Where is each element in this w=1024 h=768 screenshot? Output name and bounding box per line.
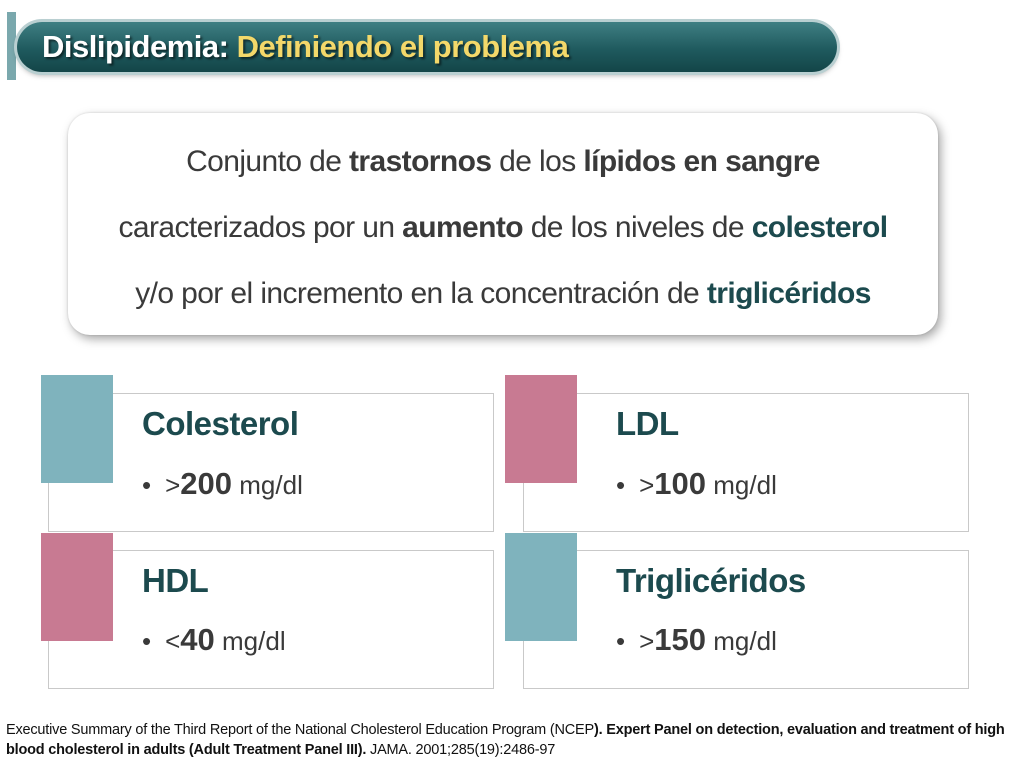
metric-card-trigliceridos [523,550,969,689]
metric-name: Colesterol [142,405,299,442]
card-accent-square [41,533,113,641]
metric-number: 150 [654,622,707,657]
bullet: • [142,626,152,656]
card-accent-square [41,375,113,483]
card-accent-square [505,375,577,483]
metric-name: Triglicéridos [616,562,806,599]
definition-text: y/o por el incremento en la concentració… [135,277,707,310]
bullet: • [616,626,626,656]
metric-unit: mg/dl [713,470,777,500]
title-subtitle: Definiendo el problema [236,29,569,64]
definition-line-2: caracterizados por un aumento de los niv… [68,211,938,245]
page-title: Dislipidemia: Definiendo el problema [42,27,569,67]
reference-title: ). Expert Panel on detection, evaluation… [6,722,1005,758]
definition-text: de los [491,145,584,178]
card-accent-square [505,533,577,641]
metric-name: LDL [616,405,679,442]
metric-value: • >200 mg/dl [142,466,303,502]
definition-text: caracterizados por un [118,211,403,244]
reference-journal: JAMA. 2001;285(19):2486-97 [366,742,556,758]
definition-emphasis: trastornos [349,145,492,178]
title-accent-bar [7,12,16,80]
metric-name: HDL [142,562,209,599]
metric-number: 40 [180,622,215,657]
metric-operator: > [165,470,181,500]
metric-unit: mg/dl [713,626,777,656]
definition-emphasis: triglicéridos [706,277,872,310]
metric-number: 200 [180,466,233,501]
reference-text: Executive Summary of the Third Report of… [6,722,594,738]
bullet: • [616,470,626,500]
metric-operator: > [639,470,655,500]
metric-unit: mg/dl [222,626,286,656]
metric-operator: > [639,626,655,656]
definition-text: Conjunto de [186,145,350,178]
bullet: • [142,470,152,500]
title-bar [17,22,837,72]
definition-emphasis: colesterol [751,211,888,244]
title-main: Dislipidemia: [42,29,229,64]
metric-number: 100 [654,466,707,501]
metric-value: • >100 mg/dl [616,466,777,502]
reference-citation: Executive Summary of the Third Report of… [6,720,1018,760]
metric-card-ldl [523,393,969,532]
metric-operator: < [165,626,181,656]
definition-line-3: y/o por el incremento en la concentració… [68,277,938,311]
metric-card-colesterol [48,393,494,532]
definition-box: Conjunto de trastornos de los lípidos en… [68,113,938,335]
definition-text: de los niveles de [522,211,752,244]
definition-emphasis: aumento [402,211,523,244]
definition-line-1: Conjunto de trastornos de los lípidos en… [68,145,938,179]
metric-value: • >150 mg/dl [616,622,777,658]
metric-unit: mg/dl [239,470,303,500]
definition-emphasis: lípidos en sangre [583,145,820,178]
metric-card-hdl [48,550,494,689]
metric-value: • <40 mg/dl [142,622,286,658]
